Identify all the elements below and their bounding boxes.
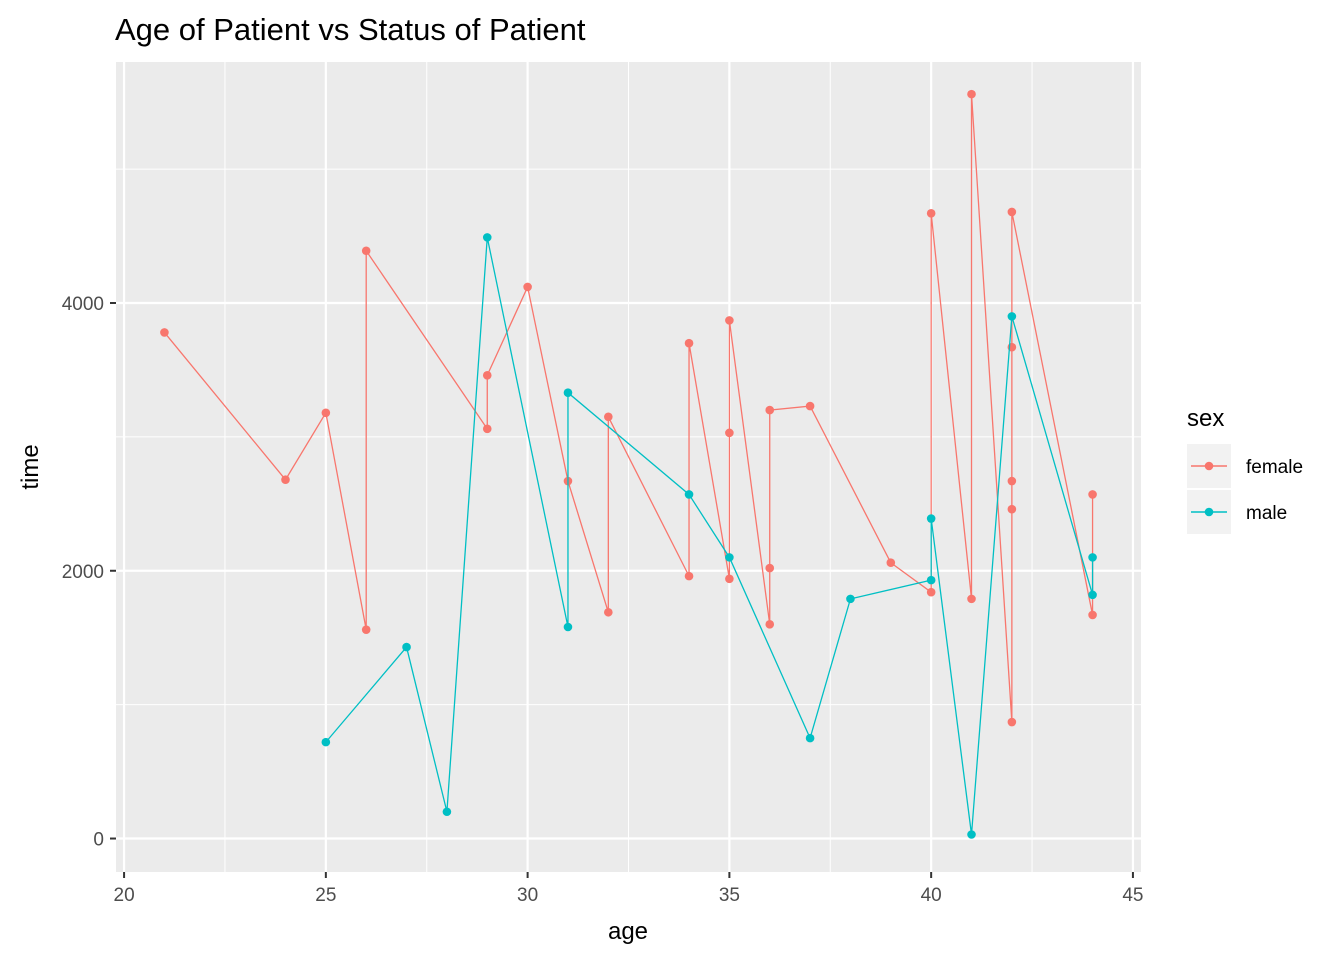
data-point-male	[846, 594, 855, 604]
data-point-female	[765, 405, 775, 415]
data-point-female	[604, 412, 613, 422]
data-point-male	[1088, 590, 1097, 600]
data-point-female	[684, 571, 694, 581]
minor-gridlines	[116, 62, 1141, 872]
y-tick-label: 4000	[62, 294, 104, 315]
data-point-male	[967, 830, 976, 839]
data-point-female	[926, 208, 936, 218]
data-point-male	[1088, 553, 1097, 562]
x-tick-label: 35	[719, 885, 740, 906]
data-point-female	[926, 587, 936, 597]
data-point-female	[967, 594, 976, 604]
major-gridlines	[116, 62, 1141, 872]
series-line-male	[325, 237, 1094, 835]
data-point-female	[321, 408, 331, 418]
data-point-female	[725, 574, 734, 584]
legend-title: sex	[1187, 405, 1224, 432]
data-point-female	[281, 475, 290, 485]
data-point-female	[1007, 207, 1017, 217]
legend: sex female male	[1187, 405, 1303, 534]
series-male	[321, 233, 1097, 839]
legend-key-point	[1204, 461, 1214, 471]
x-axis-title: age	[608, 918, 648, 945]
x-tick-label: 45	[1122, 885, 1143, 906]
data-point-male	[684, 490, 694, 499]
legend-label-male: male	[1246, 503, 1287, 524]
data-point-female	[765, 620, 775, 629]
y-tick-label: 2000	[62, 562, 104, 583]
data-point-female	[805, 401, 815, 411]
legend-label-female: female	[1246, 457, 1303, 478]
data-point-female	[1088, 610, 1097, 620]
data-point-female	[482, 370, 492, 380]
data-point-female	[725, 316, 734, 325]
data-point-male	[482, 233, 492, 242]
data-point-male	[1007, 312, 1017, 321]
data-point-male	[926, 514, 936, 523]
x-tick-label: 30	[517, 885, 538, 906]
data-point-male	[321, 737, 331, 747]
data-point-female	[361, 246, 371, 256]
data-point-female	[1007, 504, 1017, 514]
x-axis: 20 25 30 35 40 45	[114, 872, 1143, 906]
series-layer	[160, 89, 1097, 839]
data-point-female	[160, 328, 169, 337]
data-point-female	[684, 338, 694, 348]
x-tick-label: 40	[921, 885, 942, 906]
data-point-female	[765, 563, 775, 573]
data-point-female	[886, 558, 896, 568]
data-point-female	[725, 428, 734, 438]
y-tick-label: 0	[93, 830, 104, 851]
data-point-male	[563, 388, 573, 397]
data-point-female	[967, 89, 976, 99]
data-point-male	[402, 642, 411, 652]
data-point-male	[725, 553, 734, 562]
data-point-female	[1088, 490, 1097, 499]
data-point-female	[1007, 476, 1017, 486]
data-point-female	[604, 607, 613, 617]
series-female	[160, 89, 1097, 727]
y-axis: 0 2000 4000	[62, 294, 116, 851]
data-point-female	[1007, 717, 1017, 727]
x-tick-label: 25	[315, 885, 336, 906]
data-point-female	[361, 625, 371, 634]
data-point-female	[523, 282, 532, 292]
data-point-male	[563, 622, 573, 632]
legend-item-female: female	[1187, 444, 1303, 488]
legend-item-male: male	[1187, 490, 1287, 534]
data-point-female	[482, 424, 492, 434]
data-point-male	[926, 575, 936, 585]
data-point-male	[805, 733, 815, 743]
chart-title: Age of Patient vs Status of Patient	[115, 12, 586, 47]
y-axis-title: time	[17, 444, 44, 489]
series-line-female	[163, 94, 1094, 723]
x-tick-label: 20	[114, 885, 135, 906]
legend-key-point	[1204, 507, 1214, 517]
data-point-male	[442, 807, 452, 817]
